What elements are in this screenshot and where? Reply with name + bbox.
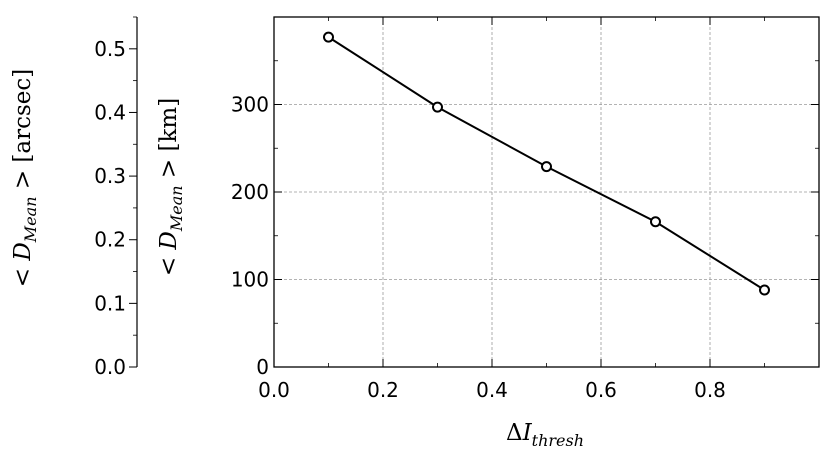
y-tick-label: 100 bbox=[231, 268, 269, 292]
y-tick-label: 0 bbox=[256, 355, 269, 379]
secondary-y-tick-label: 0.1 bbox=[94, 291, 126, 315]
x-axis: 0.0 0.2 0.4 0.6 0.8 bbox=[258, 17, 765, 402]
data-point bbox=[759, 284, 770, 296]
secondary-y-tick-label: 0.5 bbox=[94, 37, 126, 61]
secondary-y-axis: 0.0 0.1 0.2 0.3 0.4 0.5 bbox=[94, 16, 138, 379]
y-axis-title: < DMean > [km] bbox=[156, 98, 186, 276]
data-point bbox=[432, 101, 443, 113]
secondary-y-tick-label: 0.2 bbox=[94, 228, 126, 252]
secondary-y-tick-label: 0.4 bbox=[94, 100, 126, 124]
y-axis: 0 100 200 300 bbox=[231, 60, 819, 379]
x-tick-label: 0.0 bbox=[258, 378, 290, 402]
secondary-y-axis-title: < DMean > [arcsec] bbox=[10, 69, 40, 287]
x-axis-title: ΔIthresh bbox=[506, 420, 584, 450]
secondary-y-tick-label: 0.3 bbox=[94, 164, 126, 188]
data-point bbox=[650, 216, 661, 228]
data-point bbox=[541, 161, 552, 173]
x-tick-label: 0.6 bbox=[585, 378, 617, 402]
y-tick-label: 200 bbox=[231, 180, 269, 204]
secondary-y-tick-label: 0.0 bbox=[94, 355, 126, 379]
x-tick-label: 0.4 bbox=[476, 378, 508, 402]
grid-lines bbox=[273, 17, 819, 367]
x-tick-label: 0.2 bbox=[367, 378, 399, 402]
data-point bbox=[323, 31, 334, 43]
x-tick-label: 0.8 bbox=[694, 378, 726, 402]
y-tick-label: 300 bbox=[231, 93, 269, 117]
series-layer bbox=[323, 31, 770, 296]
